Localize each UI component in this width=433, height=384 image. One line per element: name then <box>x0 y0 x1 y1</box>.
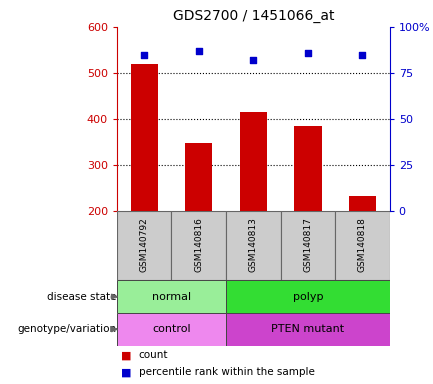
Point <box>304 50 311 56</box>
Bar <box>117 313 226 346</box>
Text: GSM140813: GSM140813 <box>249 217 258 272</box>
Text: disease state: disease state <box>47 291 117 302</box>
Point <box>359 51 366 58</box>
Bar <box>335 211 390 280</box>
Bar <box>240 112 267 211</box>
Bar <box>349 196 376 211</box>
Title: GDS2700 / 1451066_at: GDS2700 / 1451066_at <box>173 9 334 23</box>
Point <box>141 51 148 58</box>
Text: genotype/variation: genotype/variation <box>18 324 117 334</box>
Text: GSM140818: GSM140818 <box>358 217 367 272</box>
Text: ■: ■ <box>121 367 132 377</box>
Bar <box>117 280 226 313</box>
Text: control: control <box>152 324 191 334</box>
Bar <box>117 211 171 280</box>
Bar <box>185 143 213 211</box>
Text: normal: normal <box>152 291 191 302</box>
Text: polyp: polyp <box>293 291 323 302</box>
Bar <box>171 211 226 280</box>
Point <box>195 48 202 54</box>
Text: GSM140817: GSM140817 <box>304 217 312 272</box>
Bar <box>281 211 335 280</box>
Bar <box>131 64 158 211</box>
Text: ■: ■ <box>121 350 132 360</box>
Text: percentile rank within the sample: percentile rank within the sample <box>139 367 314 377</box>
Bar <box>226 280 390 313</box>
Text: PTEN mutant: PTEN mutant <box>271 324 344 334</box>
Bar <box>226 211 281 280</box>
Bar <box>294 126 321 211</box>
Text: GSM140792: GSM140792 <box>140 217 149 272</box>
Text: count: count <box>139 350 168 360</box>
Bar <box>226 313 390 346</box>
Text: GSM140816: GSM140816 <box>194 217 203 272</box>
Point <box>250 57 257 63</box>
